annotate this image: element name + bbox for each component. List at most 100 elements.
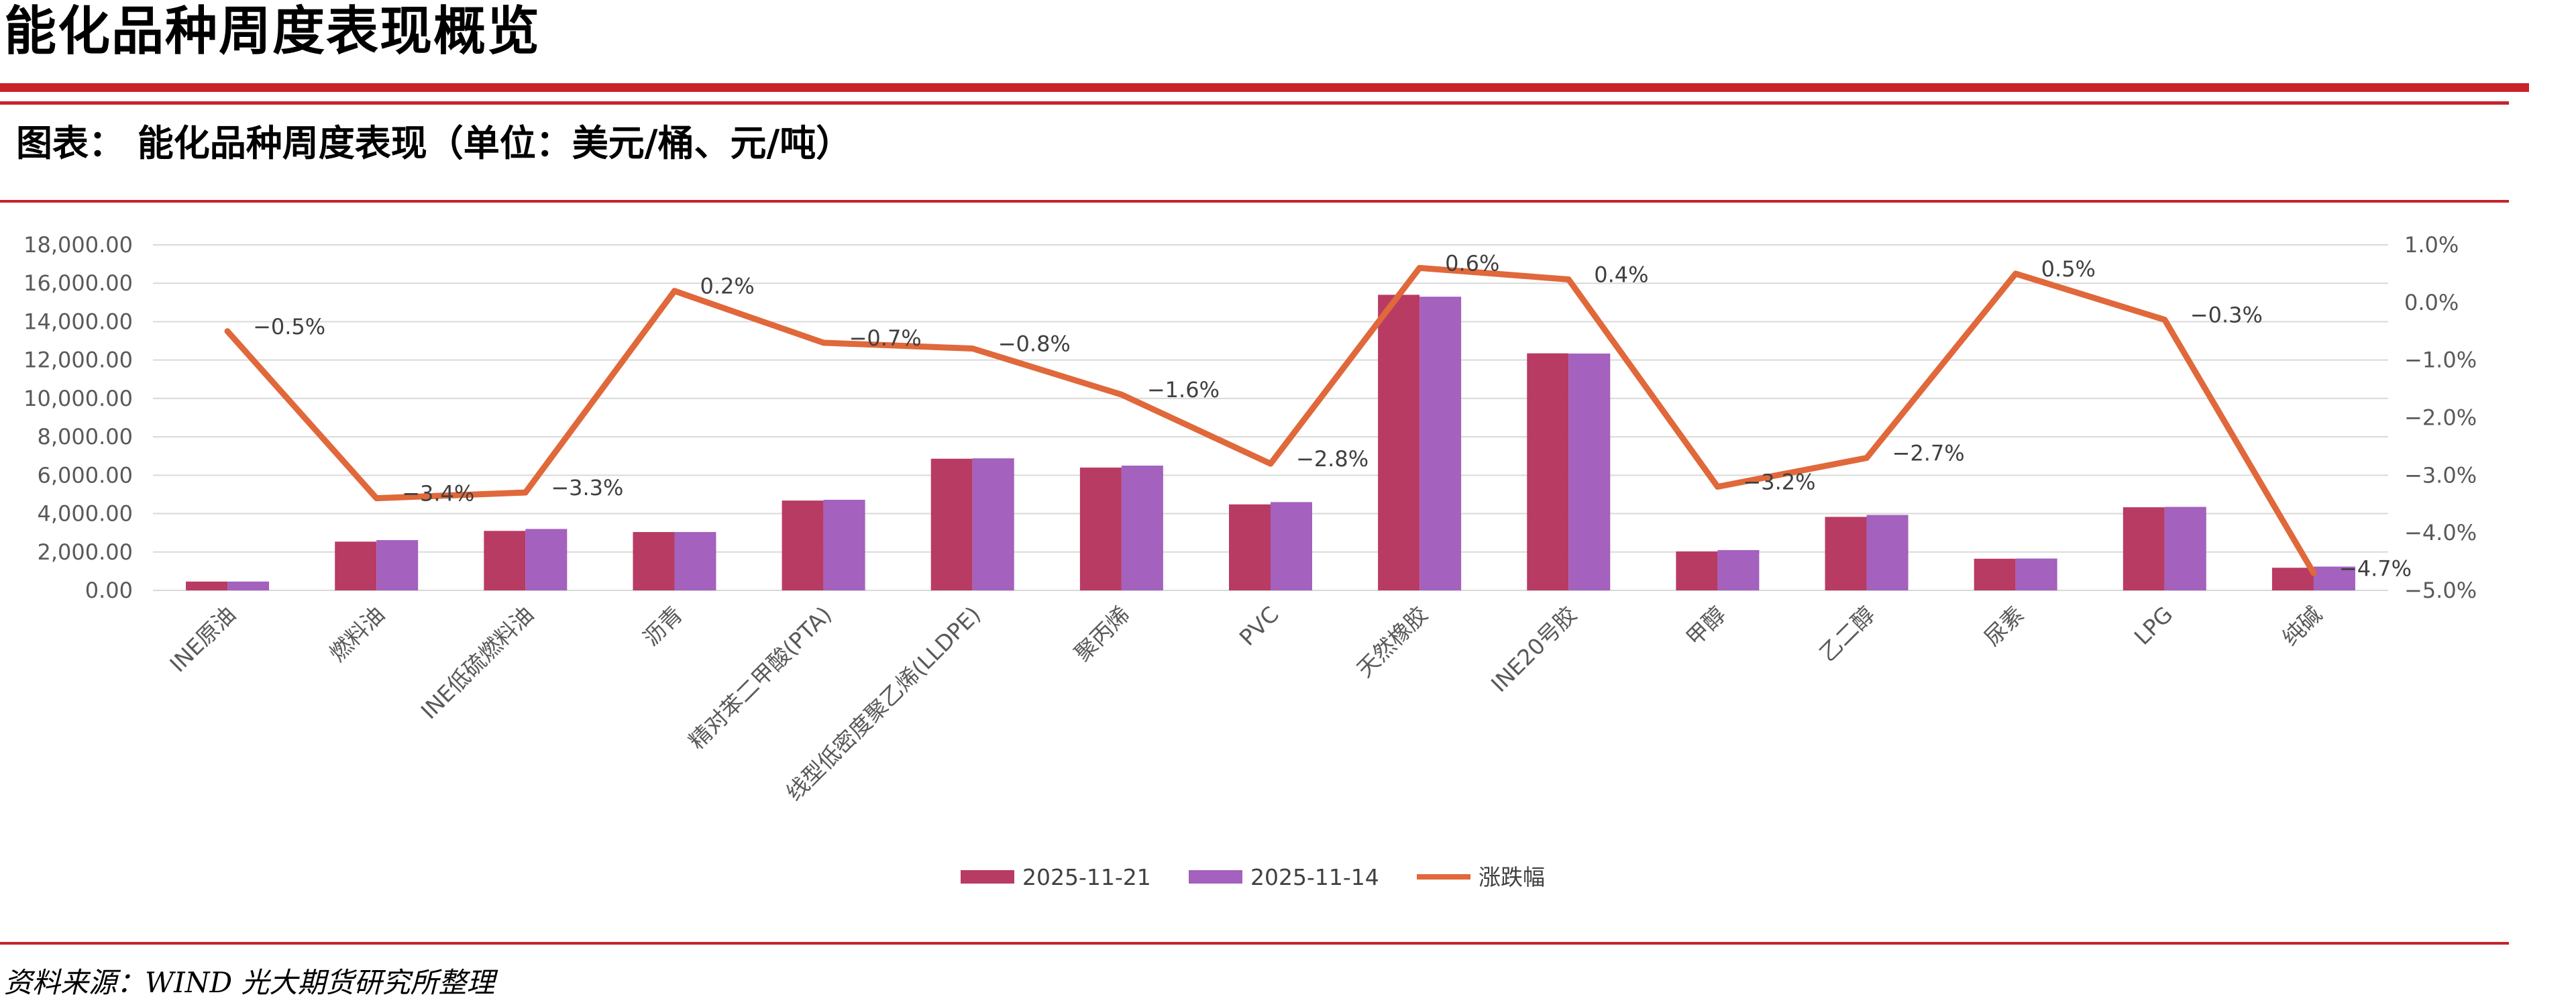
- change-data-label: −3.3%: [551, 475, 623, 500]
- bar-2025-11-21: [1825, 517, 1867, 590]
- change-point: [971, 347, 974, 350]
- category-label: INE20号胶: [1486, 601, 1582, 697]
- category-label: 纯碱: [2277, 601, 2326, 651]
- bar-2025-11-14: [1271, 502, 1312, 590]
- bar-2025-11-14: [227, 581, 270, 590]
- category-label: 聚丙烯: [1069, 601, 1135, 667]
- left-axis-tick-label: 2,000.00: [38, 539, 133, 565]
- change-point: [1418, 266, 1421, 270]
- change-data-label: −1.6%: [1147, 377, 1220, 403]
- change-point: [1716, 485, 1719, 488]
- left-axis-tick-label: 6,000.00: [38, 462, 133, 488]
- change-data-label: 0.5%: [2041, 256, 2096, 282]
- page-title: 能化品种周度表现概览: [4, 1, 541, 62]
- change-data-label: −3.2%: [1743, 470, 1815, 495]
- category-label: PVC: [1234, 601, 1284, 651]
- change-data-label: 0.4%: [1594, 262, 1648, 288]
- right-axis-tick-label: −3.0%: [2404, 462, 2477, 488]
- category-label: INE原油: [164, 601, 240, 677]
- bar-2025-11-21: [782, 500, 824, 590]
- bar-2025-11-14: [376, 540, 419, 590]
- bar-2025-11-14: [1717, 549, 1760, 590]
- bar-2025-11-14: [674, 532, 716, 590]
- change-point: [375, 496, 378, 500]
- right-axis-tick-label: 0.0%: [2404, 290, 2459, 315]
- bar-2025-11-14: [525, 529, 568, 590]
- change-point: [524, 491, 527, 494]
- change-point: [1865, 456, 1868, 460]
- right-axis-tick-label: −4.0%: [2404, 520, 2477, 545]
- left-axis-tick-label: 0.00: [85, 578, 133, 603]
- bar-2025-11-21: [1378, 295, 1420, 590]
- chart: 0.00 2,000.00 4,000.00 6,000.00 8,000.00 10,0…: [23, 232, 2477, 890]
- change-data-label: 0.2%: [700, 274, 754, 299]
- category-labels: INE原油 燃料油 INE低硫燃料油 沥青精对苯二甲酸(PTA)线型低密度聚乙烯(LL…: [164, 601, 2326, 806]
- source-note: 资料来源：WIND 光大期货研究所整理: [4, 966, 495, 999]
- category-label: INE低硫燃料油: [416, 601, 539, 724]
- change-point: [822, 341, 825, 344]
- title-underline-thick: [0, 83, 2529, 92]
- bar-2025-11-21: [2123, 507, 2165, 590]
- legend-swatch: [1189, 870, 1242, 884]
- left-axis-tick-label: 8,000.00: [38, 424, 133, 449]
- change-data-label: 0.6%: [1445, 250, 1499, 276]
- left-axis-tick-label: 12,000.00: [23, 348, 133, 373]
- change-data-label: −4.7%: [2339, 556, 2412, 581]
- right-axis-tick-label: −1.0%: [2404, 348, 2477, 373]
- title-underline-thin: [0, 101, 2509, 105]
- legend-label: 涨跌幅: [1479, 864, 1545, 890]
- bar-2025-11-14: [1121, 466, 1163, 590]
- change-data-label: −0.7%: [849, 325, 922, 351]
- right-axis-tick-label: 1.0%: [2404, 232, 2459, 258]
- bar-2025-11-14: [1568, 353, 1611, 590]
- left-axis-tick-label: 4,000.00: [38, 501, 133, 527]
- bar-2025-11-21: [335, 541, 377, 590]
- bar-2025-11-21: [1079, 467, 1122, 590]
- right-axis-tick-label: −2.0%: [2404, 405, 2477, 431]
- change-data-label: −2.7%: [1892, 441, 1965, 466]
- change-line-series: [224, 264, 2317, 576]
- change-point: [2014, 272, 2017, 275]
- bar-2025-11-21: [633, 532, 675, 590]
- category-label: 沥青: [638, 601, 688, 651]
- change-point: [2163, 318, 2166, 321]
- category-label: 乙二醇: [1815, 601, 1880, 667]
- bar-2025-11-14: [2313, 566, 2355, 590]
- right-axis-tick-label: −5.0%: [2404, 578, 2477, 603]
- category-label: LPG: [2129, 601, 2178, 650]
- bar-2025-11-14: [1866, 515, 1909, 590]
- bar-2025-11-21: [484, 531, 526, 590]
- bar-2025-11-21: [1676, 551, 1718, 590]
- change-point: [1269, 462, 1272, 466]
- bar-2025-11-21: [930, 458, 973, 590]
- bar-2025-11-21: [2271, 568, 2314, 590]
- figure-caption: 图表： 能化品种周度表现（单位：美元/桶、元/吨）: [16, 121, 853, 164]
- bar-2025-11-14: [2164, 507, 2206, 590]
- bar-2025-11-14: [1419, 297, 1462, 590]
- change-data-label: −0.5%: [253, 314, 325, 339]
- legend: 2025-11-21 2025-11-14 涨跌幅: [961, 864, 1545, 890]
- category-label: 精对苯二甲酸(PTA): [684, 601, 837, 754]
- category-label: 甲醇: [1681, 601, 1731, 651]
- right-axis-ticks: −5.0% −4.0% −3.0% −2.0% −1.0% 0.0% 1.0%: [2404, 232, 2477, 603]
- change-point: [1120, 393, 1123, 396]
- bar-series: [186, 295, 2355, 590]
- bar-2025-11-21: [186, 581, 228, 590]
- legend-swatch: [961, 870, 1014, 884]
- change-point: [226, 329, 229, 333]
- bar-2025-11-14: [2015, 558, 2057, 590]
- category-label: 天然橡胶: [1352, 601, 1433, 682]
- change-point: [2312, 572, 2315, 575]
- change-data-label: −3.4%: [402, 481, 474, 507]
- category-label: 尿素: [1979, 601, 2029, 651]
- chart-top-divider: [0, 200, 2509, 203]
- bar-2025-11-21: [1974, 558, 2016, 590]
- legend-label: 2025-11-14: [1250, 864, 1379, 890]
- left-axis-ticks: 0.00 2,000.00 4,000.00 6,000.00 8,000.00 10,0…: [23, 232, 133, 603]
- bar-2025-11-14: [972, 458, 1014, 590]
- left-axis-tick-label: 18,000.00: [23, 232, 133, 258]
- chart-bottom-divider: [0, 942, 2509, 945]
- category-label: 燃料油: [324, 601, 390, 667]
- change-point: [673, 289, 676, 293]
- left-axis-tick-label: 16,000.00: [23, 270, 133, 296]
